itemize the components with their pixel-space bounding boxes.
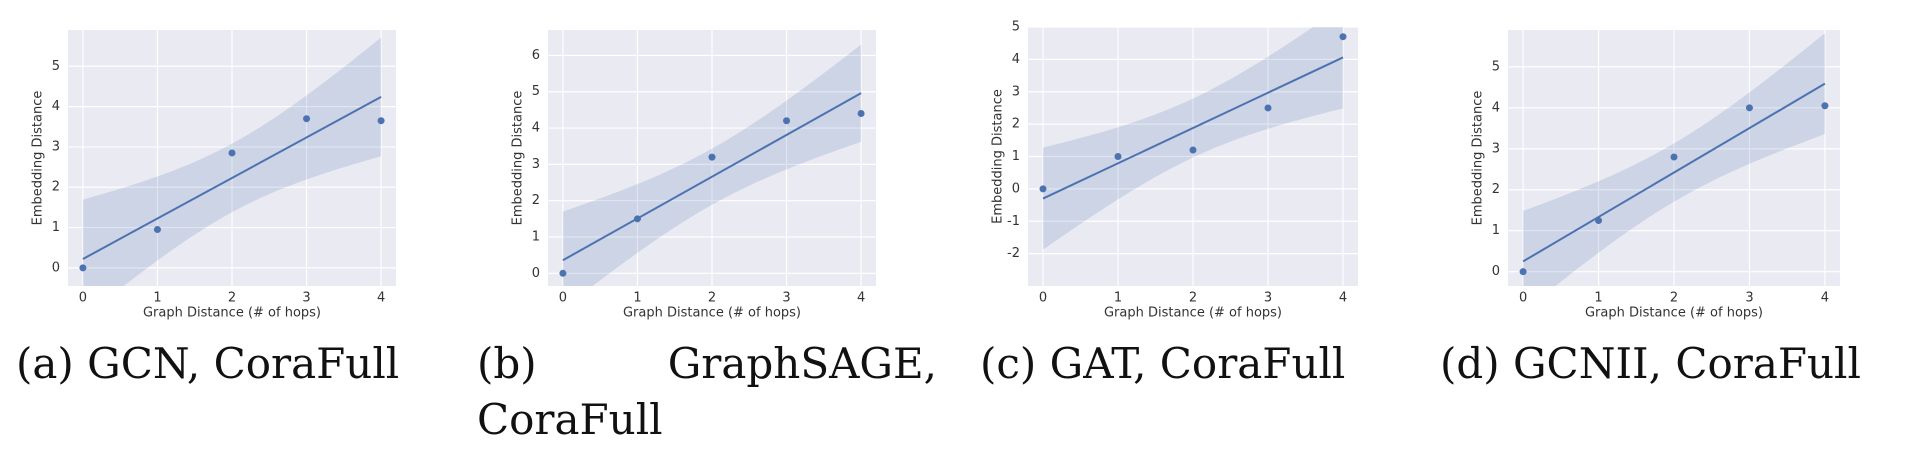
x-tick-label: 3 [1264,291,1272,306]
y-tick-label: 2 [52,180,60,195]
y-tick-label: 0 [1492,264,1500,279]
y-tick-label: 2 [532,193,540,208]
x-tick-label: 4 [1339,291,1347,306]
y-tick-label: 5 [532,84,540,99]
y-tick-label: 0 [52,260,60,275]
y-tick-label: 3 [1012,84,1020,99]
y-tick-label: 4 [52,99,60,114]
y-tick-label: 0 [532,266,540,281]
caption: (c) GAT, CoraFull [980,339,1346,388]
y-tick-label: 4 [532,121,540,136]
x-tick-label: 1 [633,291,641,306]
data-point [1745,104,1753,112]
y-tick-label: 5 [1012,20,1020,35]
y-axis-label: Embedding Distance [31,91,46,226]
data-point [1264,104,1272,112]
x-tick-label: 1 [1114,291,1122,306]
y-tick-label: 4 [1492,100,1500,115]
caption: (d) GCNII, CoraFull [1440,339,1861,388]
x-tick-label: 2 [1670,291,1678,306]
y-tick-label: 3 [52,139,60,154]
x-tick-label: 2 [1189,291,1197,306]
x-tick-label: 3 [302,291,310,306]
data-point [303,115,311,123]
regression-line [82,96,382,260]
y-tick-label: 5 [52,59,60,74]
y-axis-label: Embedding Distance [1471,91,1486,226]
y-tick-label: 1 [532,229,540,244]
confidence-band [562,44,862,286]
data-point [153,226,161,234]
data-point [1114,153,1122,160]
x-tick-label: 0 [79,291,87,306]
data-point [633,215,641,223]
data-point [228,149,236,157]
subplot: 0 1 2 3 4 5 6 0 1 2 3 4 Graph Distance (# of hops) Em… [511,30,876,321]
y-tick-label: 2 [1492,182,1500,197]
x-tick-label: 4 [857,291,865,306]
data-point [377,117,385,125]
data-point [1189,146,1197,154]
y-tick-label: 3 [1492,141,1500,156]
x-tick-label: 1 [153,291,161,306]
x-tick-label: 2 [708,291,716,306]
y-tick-label: 6 [532,48,540,63]
y-tick-label: 0 [1012,181,1020,196]
data-point [1595,216,1603,224]
data-point [783,117,791,125]
data-point [79,264,87,272]
x-axis-label: Graph Distance (# of hops) [623,306,801,321]
y-tick-label: 1 [1012,149,1020,164]
x-tick-label: 0 [1039,291,1047,306]
x-tick-label: 0 [559,291,567,306]
caption: (a) GCN, CoraFull [16,339,400,388]
x-tick-label: 1 [1594,291,1602,306]
confidence-band [82,37,382,286]
x-axis-label: Graph Distance (# of hops) [1104,306,1282,321]
x-tick-label: 3 [1745,291,1753,306]
x-axis-label: Graph Distance (# of hops) [1585,306,1763,321]
data-point [559,269,567,277]
data-point [1339,33,1347,41]
subplot: 0 1 2 3 4 5 0 1 2 3 4 Graph Distance (# of hops) Emb… [31,30,396,321]
y-tick-label: -1 [1007,214,1020,229]
x-axis-label: Graph Distance (# of hops) [143,306,321,321]
y-axis-label: Embedding Distance [511,91,526,226]
regression-line [562,92,862,262]
y-tick-label: 4 [1012,52,1020,67]
figure: 0 1 2 3 4 5 0 1 2 3 4 Graph Distance (# of hops) Emb… [31,20,1840,321]
data-point [1670,153,1678,161]
y-tick-label: 1 [52,220,60,235]
y-tick-label: 5 [1492,59,1500,74]
y-tick-label: 3 [532,157,540,172]
data-point [1821,102,1829,110]
x-tick-label: 3 [782,291,790,306]
x-tick-label: 4 [377,291,385,306]
data-point [1039,185,1047,193]
x-tick-label: 0 [1519,291,1527,306]
regression-line [1522,82,1826,263]
x-tick-label: 2 [228,291,236,306]
y-tick-label: 2 [1012,117,1020,132]
y-tick-label: -2 [1007,246,1020,261]
data-point [857,110,865,118]
y-tick-label: 1 [1492,223,1500,238]
data-point [708,153,716,161]
confidence-band [1043,27,1343,250]
y-axis-label: Embedding Distance [991,89,1006,224]
x-tick-label: 4 [1821,291,1829,306]
caption: (b) GraphSAGE, CoraFull [477,339,937,444]
regression-line [1042,56,1344,200]
subplot: 0 1 2 3 4 5 0 1 2 3 4 Graph Distance (# of hops) Emb… [1471,30,1840,321]
data-point [1519,268,1527,276]
subplot: -2 -1 0 1 2 3 4 5 0 1 2 3 4 Graph Distance (# of hops… [991,20,1358,321]
